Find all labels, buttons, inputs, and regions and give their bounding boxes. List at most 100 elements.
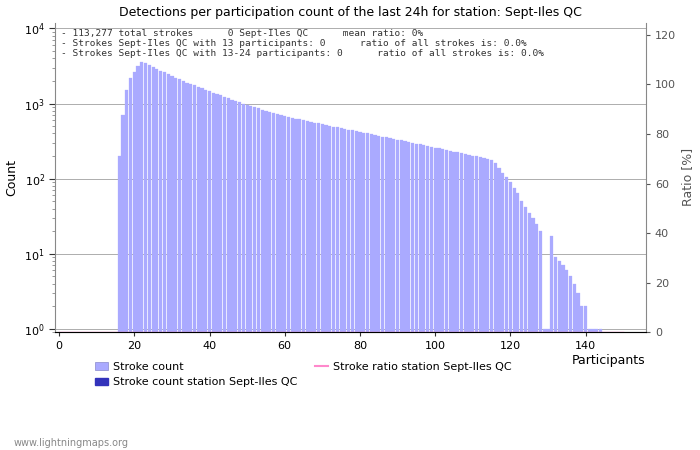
Bar: [260, 110, 264, 450]
Bar: [463, 154, 467, 450]
Bar: [279, 115, 283, 450]
Bar: [539, 231, 542, 450]
Bar: [444, 150, 448, 450]
Bar: [238, 102, 242, 450]
Bar: [542, 329, 546, 450]
Bar: [573, 284, 576, 450]
Bar: [125, 90, 128, 450]
Bar: [118, 156, 121, 450]
Bar: [155, 69, 158, 450]
Bar: [268, 112, 272, 450]
Bar: [121, 115, 125, 450]
Bar: [452, 152, 456, 450]
Bar: [340, 128, 343, 450]
Bar: [403, 141, 407, 450]
Bar: [197, 86, 199, 450]
Text: www.lightningmaps.org: www.lightningmaps.org: [14, 437, 129, 447]
Bar: [336, 127, 339, 450]
Bar: [234, 101, 237, 450]
Bar: [400, 140, 403, 450]
Bar: [347, 130, 350, 450]
Bar: [208, 91, 211, 450]
Bar: [517, 193, 519, 450]
Bar: [313, 123, 316, 450]
Bar: [414, 144, 418, 450]
Bar: [265, 111, 267, 450]
Bar: [200, 88, 204, 450]
Bar: [298, 119, 302, 450]
Bar: [219, 95, 223, 450]
Bar: [230, 99, 234, 450]
Bar: [528, 213, 531, 450]
Title: Detections per participation count of the last 24h for station: Sept-Iles QC: Detections per participation count of th…: [119, 5, 582, 18]
Bar: [512, 188, 516, 450]
Bar: [407, 142, 410, 450]
Bar: [547, 329, 550, 450]
Bar: [189, 84, 192, 450]
Bar: [381, 137, 384, 450]
Legend: Stroke count, Stroke count station Sept-Iles QC, Stroke ratio station Sept-Iles : Stroke count, Stroke count station Sept-…: [90, 357, 517, 392]
Bar: [351, 130, 354, 450]
Y-axis label: Ratio [%]: Ratio [%]: [681, 148, 694, 207]
Bar: [498, 168, 500, 450]
Bar: [325, 125, 328, 450]
Bar: [358, 132, 361, 450]
Bar: [595, 329, 598, 450]
Bar: [475, 156, 478, 450]
Bar: [554, 257, 557, 450]
Y-axis label: Count: Count: [6, 159, 19, 196]
Bar: [490, 160, 493, 450]
Bar: [438, 148, 440, 450]
Bar: [181, 81, 185, 450]
Bar: [302, 120, 305, 450]
Bar: [392, 139, 396, 450]
Bar: [441, 149, 444, 450]
Bar: [535, 224, 538, 450]
Bar: [163, 72, 166, 450]
Bar: [501, 173, 505, 450]
Bar: [246, 105, 248, 450]
Bar: [140, 62, 143, 450]
Bar: [306, 121, 309, 450]
Bar: [599, 329, 602, 450]
Bar: [321, 124, 324, 450]
Bar: [136, 66, 140, 450]
Text: Participants: Participants: [572, 354, 645, 367]
Bar: [241, 104, 245, 450]
Bar: [411, 143, 414, 450]
Bar: [309, 122, 313, 450]
Bar: [584, 306, 587, 450]
Bar: [569, 276, 572, 450]
Bar: [216, 94, 218, 450]
Bar: [366, 133, 369, 450]
Bar: [159, 71, 162, 450]
Bar: [561, 266, 565, 450]
Bar: [422, 145, 426, 450]
Bar: [227, 98, 230, 450]
Bar: [332, 126, 335, 450]
Bar: [204, 90, 207, 450]
Bar: [276, 114, 279, 450]
Bar: [456, 153, 459, 450]
Bar: [144, 63, 147, 450]
Bar: [174, 78, 177, 450]
Bar: [426, 146, 429, 450]
Bar: [468, 155, 470, 450]
Bar: [290, 118, 294, 450]
Bar: [558, 261, 561, 450]
Bar: [253, 108, 256, 450]
Bar: [151, 67, 155, 450]
Bar: [580, 306, 583, 450]
Bar: [565, 270, 568, 450]
Bar: [509, 182, 512, 450]
Bar: [505, 177, 508, 450]
Bar: [295, 119, 298, 450]
Bar: [419, 144, 421, 450]
Bar: [211, 93, 215, 450]
Bar: [287, 117, 290, 450]
Bar: [385, 137, 388, 450]
Bar: [389, 138, 391, 450]
Bar: [272, 113, 275, 450]
Bar: [283, 116, 286, 450]
Bar: [592, 329, 595, 450]
